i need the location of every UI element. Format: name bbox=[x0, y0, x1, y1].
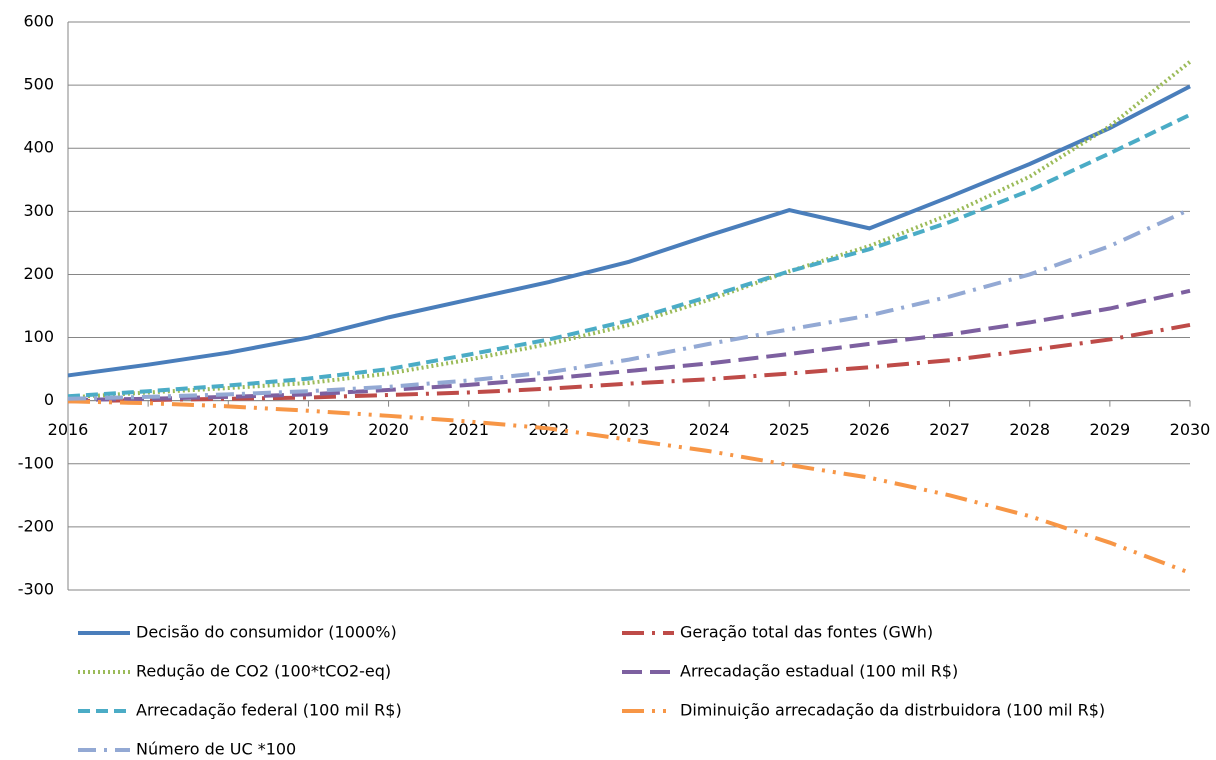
legend-label: Decisão do consumidor (1000%) bbox=[136, 623, 397, 642]
legend-label: Redução de CO2 (100*tCO2-eq) bbox=[136, 662, 391, 681]
x-tick-label: 2030 bbox=[1170, 420, 1211, 439]
y-tick-label: -200 bbox=[18, 516, 54, 535]
x-tick-label: 2027 bbox=[929, 420, 970, 439]
legend-label: Diminuição arrecadação da distrbuidora (… bbox=[680, 701, 1105, 720]
series-line bbox=[67, 288, 1191, 403]
x-tick-label: 2017 bbox=[128, 420, 169, 439]
y-tick-label: 0 bbox=[44, 390, 54, 409]
x-tick-label: 2021 bbox=[448, 420, 489, 439]
x-tick-label: 2020 bbox=[368, 420, 409, 439]
x-tick-label: 2016 bbox=[48, 420, 89, 439]
x-tick-label: 2023 bbox=[609, 420, 650, 439]
series-line bbox=[67, 112, 1191, 399]
y-tick-label: 100 bbox=[23, 327, 54, 346]
x-tick-label: 2028 bbox=[1009, 420, 1050, 439]
x-tick-label: 2025 bbox=[769, 420, 810, 439]
y-tick-label: 400 bbox=[23, 138, 54, 157]
legend-label: Arrecadação federal (100 mil R$) bbox=[136, 701, 402, 720]
series-line bbox=[67, 60, 1192, 400]
y-tick-label: 600 bbox=[23, 12, 54, 31]
series-line bbox=[67, 84, 1191, 378]
legend-label: Geração total das fontes (GWh) bbox=[680, 623, 933, 642]
x-tick-label: 2024 bbox=[689, 420, 730, 439]
x-tick-label: 2029 bbox=[1089, 420, 1130, 439]
series-line bbox=[67, 207, 1191, 401]
y-tick-label: 300 bbox=[23, 201, 54, 220]
y-tick-label: 200 bbox=[23, 264, 54, 283]
y-tick-label: -100 bbox=[18, 453, 54, 472]
y-tick-label: -300 bbox=[18, 580, 54, 599]
legend-label: Número de UC *100 bbox=[136, 740, 296, 759]
series-line bbox=[67, 322, 1191, 404]
series-line bbox=[67, 399, 1191, 575]
legend-label: Arrecadação estadual (100 mil R$) bbox=[680, 662, 958, 681]
y-tick-label: 500 bbox=[23, 75, 54, 94]
x-tick-label: 2018 bbox=[208, 420, 249, 439]
x-tick-label: 2026 bbox=[849, 420, 890, 439]
x-tick-label: 2019 bbox=[288, 420, 329, 439]
